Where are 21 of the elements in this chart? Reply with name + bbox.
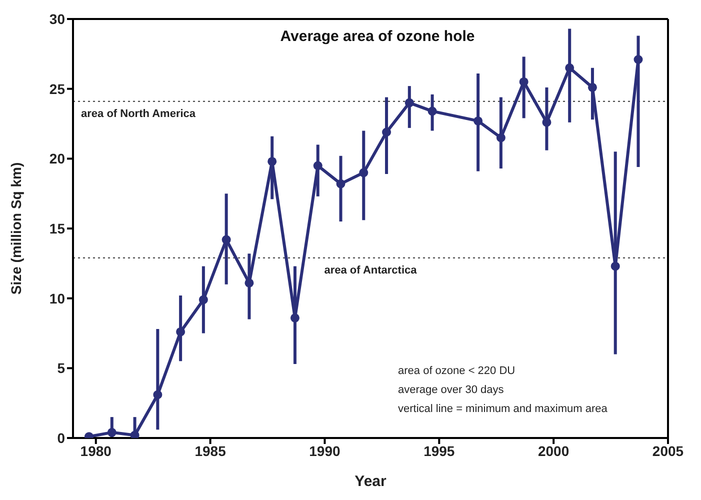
x-tick-label: 2000 — [538, 442, 570, 459]
ref-line-label: area of North America — [81, 108, 196, 120]
x-axis-title: Year — [354, 473, 387, 490]
y-tick-label: 10 — [49, 290, 66, 306]
y-tick-label: 0 — [57, 430, 66, 446]
y-tick-label: 20 — [49, 150, 66, 167]
annotation: average over 30 days — [398, 383, 505, 398]
annotation: vertical line = minimum and maximum area — [398, 402, 608, 417]
y-tick-label: 30 — [49, 10, 66, 27]
x-tick-label: 1990 — [309, 442, 341, 459]
y-tick-label: 15 — [49, 220, 66, 236]
x-tick-label: 1980 — [80, 442, 112, 459]
annotation: area of ozone < 220 DU — [398, 364, 516, 379]
ref-line-label: area of Antarctica — [324, 264, 418, 277]
x-tick-label: 1995 — [424, 442, 455, 459]
y-tick-label: 25 — [49, 80, 66, 97]
x-tick-label: 1985 — [194, 442, 226, 459]
x-tick-label: 2005 — [652, 442, 684, 459]
y-tick-label: 5 — [57, 360, 66, 376]
y-axis-title: Size (million Sq km) — [8, 162, 24, 295]
text: Average area of ozone hole — [279, 28, 476, 45]
